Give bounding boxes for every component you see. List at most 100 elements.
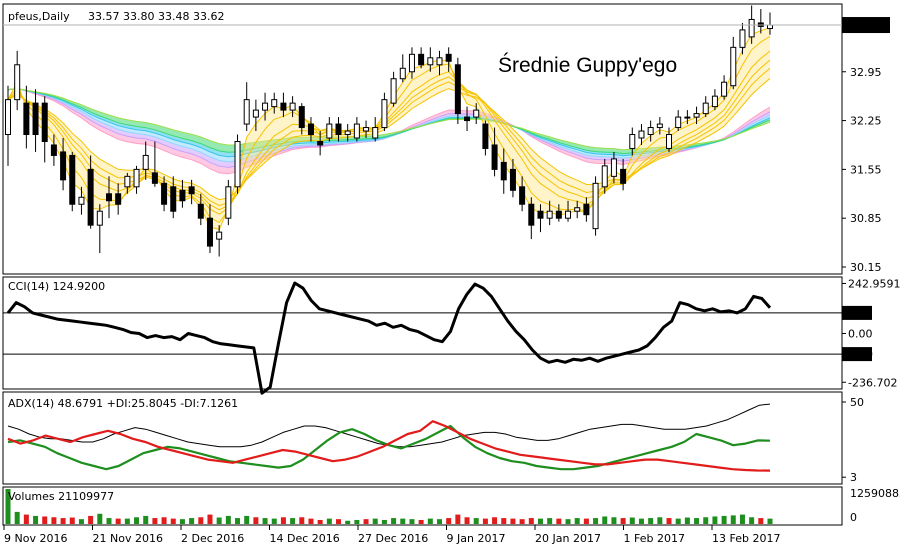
volume-bar — [418, 519, 424, 524]
candle-body — [408, 53, 415, 73]
cci-level-box — [842, 347, 872, 362]
volume-bar — [482, 518, 488, 524]
candle-body — [69, 154, 76, 205]
candle-body — [647, 127, 654, 136]
candle-body — [326, 123, 333, 139]
candle-body — [133, 168, 140, 188]
time-tick-label: 2 Dec 2016 — [181, 532, 244, 545]
candle-body — [216, 231, 223, 240]
volume-bar — [593, 518, 599, 524]
candle-body — [381, 99, 388, 129]
volume-bar — [262, 518, 268, 524]
volume-bar — [638, 518, 644, 524]
candle-body — [482, 123, 489, 149]
volume-bar — [464, 517, 470, 524]
volume-bar — [583, 518, 589, 524]
volume-bar — [161, 517, 167, 524]
candle-body — [105, 193, 112, 202]
time-tick-label: 9 Nov 2016 — [4, 532, 67, 545]
candle-body — [50, 144, 57, 156]
cci-tick-label: 100 — [848, 307, 869, 320]
candle-body — [206, 217, 213, 247]
candle-body — [629, 134, 636, 149]
volume-bar — [115, 518, 121, 524]
cci-tick-label: -100 — [848, 348, 873, 361]
volume-bar — [244, 515, 250, 524]
candle-body — [115, 193, 122, 205]
candle-body — [555, 210, 562, 219]
candle-body — [601, 165, 608, 188]
candle-body — [78, 196, 85, 205]
cci-line — [6, 281, 772, 395]
cci-tick-label: 0.00 — [848, 328, 873, 341]
volume-bar — [60, 518, 66, 524]
volume-bar — [363, 519, 369, 524]
volume-bar — [675, 518, 681, 524]
volume-bar — [326, 518, 332, 524]
volume-bar — [78, 519, 84, 524]
candle-body — [638, 130, 645, 139]
candle-body — [225, 186, 232, 219]
volume-bar — [216, 517, 222, 524]
candle-body — [610, 158, 617, 177]
price-tick-label: 30.15 — [850, 261, 882, 274]
candle-body — [399, 67, 406, 80]
volume-bar — [528, 518, 534, 524]
candle-body — [234, 140, 241, 188]
price-tick-label: 31.55 — [850, 163, 882, 176]
volume-bar — [694, 518, 700, 524]
volume-bar — [730, 515, 736, 524]
volume-bar — [492, 517, 498, 524]
guppy-annotation: Średnie Guppy'ego — [498, 53, 677, 77]
volume-bar — [666, 518, 672, 524]
time-tick-label: 27 Dec 2016 — [358, 532, 428, 545]
candle-body — [739, 29, 746, 48]
volume-tick-label: 12590883 — [850, 487, 900, 500]
candle-body — [307, 123, 314, 136]
candle-body — [666, 134, 673, 149]
volume-bar — [290, 518, 296, 524]
candle-body — [14, 64, 21, 101]
minus-di-line — [7, 420, 771, 472]
candle-body — [436, 57, 443, 66]
price-frame — [2, 3, 843, 275]
candle-body — [32, 102, 39, 136]
volume-bar — [179, 519, 185, 524]
volume-bar — [33, 515, 39, 524]
plus-di-line — [7, 424, 771, 471]
candle-body — [693, 113, 700, 118]
long-ema-band — [8, 88, 770, 154]
volume-bar — [207, 514, 213, 524]
candle-body — [252, 109, 259, 118]
volume-bar — [537, 518, 543, 524]
candle-body — [344, 130, 351, 136]
candle-body — [23, 102, 30, 136]
volume-bar — [556, 518, 562, 524]
candle-body — [767, 24, 773, 30]
candle-body — [372, 127, 379, 139]
volume-bar — [280, 517, 286, 524]
volume-bar — [170, 518, 176, 524]
volume-bar — [106, 518, 112, 524]
volume-bar — [409, 519, 415, 524]
volume-bar — [684, 517, 690, 524]
adx-tick-label: 50 — [850, 396, 864, 409]
cci-tick-label: -236.702 — [848, 376, 897, 389]
candle-body — [721, 81, 728, 97]
candle-body — [353, 123, 360, 139]
volume-bar — [519, 519, 525, 524]
volume-bar — [721, 515, 727, 524]
time-tick-label: 20 Jan 2017 — [535, 532, 601, 545]
volume-bar — [198, 517, 204, 524]
volume-bar — [629, 517, 635, 524]
volume-tick-label: 0 — [850, 511, 857, 524]
candle-body — [546, 210, 553, 219]
candle-body — [60, 151, 67, 181]
price-tick-label: 30.85 — [850, 212, 882, 225]
cci-level-box — [842, 305, 872, 320]
candle-body — [262, 102, 269, 111]
adx-line — [7, 403, 771, 448]
candle-body — [528, 203, 535, 226]
candle-body — [124, 175, 131, 188]
volume-label: Volumes 21109977 — [8, 490, 114, 503]
